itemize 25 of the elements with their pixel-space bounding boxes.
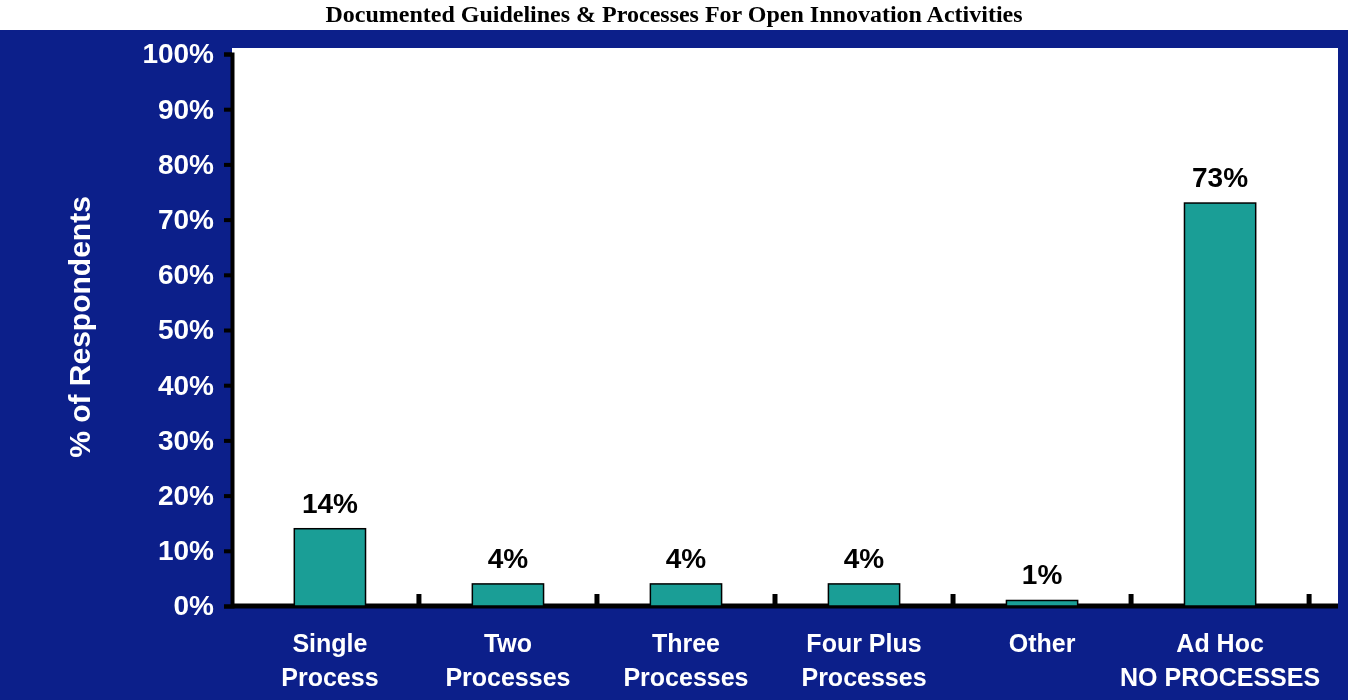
x-tick-label: Four Plus Processes xyxy=(801,629,927,691)
data-label: 4% xyxy=(843,542,885,574)
x-tick-label: Other xyxy=(1008,629,1076,657)
chart-title: Documented Guidelines & Processes For Open Innovation Activities xyxy=(325,1,1023,27)
y-tick-label: 70% xyxy=(157,204,215,236)
y-tick-label: 10% xyxy=(157,535,215,567)
x-tick-label: Ad Hoc NO PROCESSES xyxy=(1120,629,1321,691)
y-tick-label: 100% xyxy=(142,38,215,70)
data-label: 14% xyxy=(301,487,359,519)
x-tick-label: Three Processes xyxy=(623,629,749,691)
data-label: 4% xyxy=(665,542,707,574)
y-tick-label: 90% xyxy=(157,93,215,125)
y-tick-label: 80% xyxy=(157,148,215,180)
x-tick-label: Two Processes xyxy=(445,629,571,691)
x-tick-label: Single Process xyxy=(281,629,379,691)
y-tick-label: 40% xyxy=(157,369,215,401)
data-label: 73% xyxy=(1192,162,1249,194)
y-tick-label: 30% xyxy=(157,424,215,456)
y-tick-label: 60% xyxy=(157,259,215,291)
y-axis-title: % of Respondents xyxy=(63,196,96,458)
y-tick-label: 50% xyxy=(157,314,215,346)
data-label: 1% xyxy=(1021,559,1063,591)
y-tick-label: 20% xyxy=(157,480,215,512)
y-tick-label: 0% xyxy=(173,590,215,622)
data-label: 4% xyxy=(487,542,529,574)
